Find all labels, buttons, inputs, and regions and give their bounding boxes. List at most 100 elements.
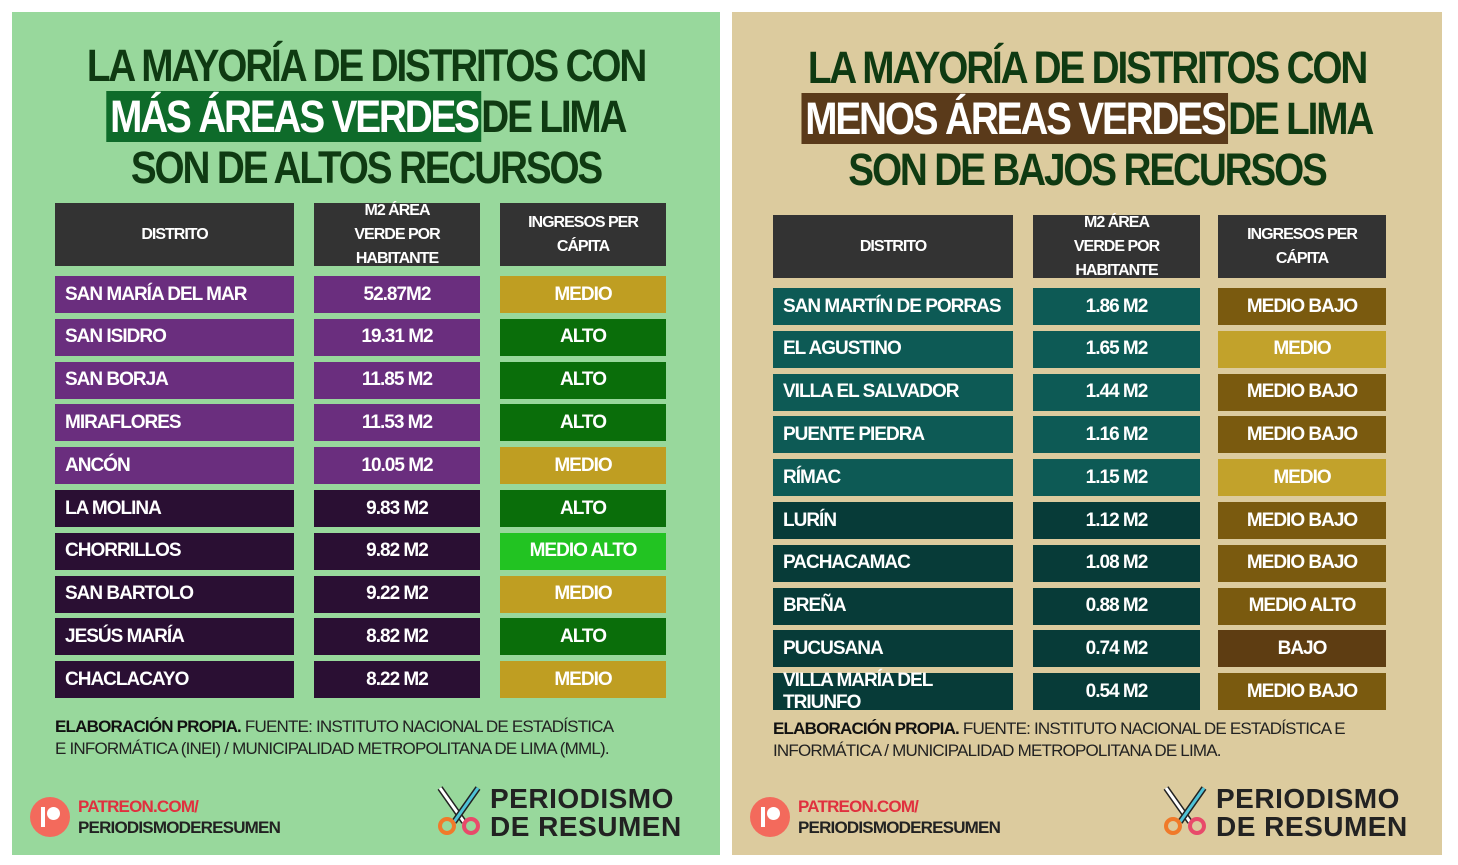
green-area-value: 52.87M2 [314, 276, 480, 313]
income-badge: MEDIO [1218, 459, 1386, 497]
income-badge: MEDIO BAJO [1218, 502, 1386, 539]
green-area-value: 1.44 M2 [1033, 373, 1200, 411]
green-area-value: 1.65 M2 [1033, 330, 1200, 368]
source-note: ELABORACIÓN PROPIA. FUENTE: INSTITUTO NA… [773, 718, 1346, 762]
district-name: BREÑA [773, 587, 1013, 625]
district-name: VILLA MARÍA DEL TRIUNFO [773, 670, 1013, 713]
income-badge: ALTO [500, 618, 666, 656]
district-name: VILLA EL SALVADOR [773, 373, 1013, 411]
income-badge: MEDIO BAJO [1218, 288, 1386, 325]
brand-logo: PERIODISMO DE RESUMEN [434, 784, 682, 841]
income-badge: ALTO [500, 490, 666, 527]
income-badge: MEDIO [500, 447, 666, 485]
left-infographic: LA MAYORÍA DE DISTRITOS CON MÁS ÁREAS VE… [12, 12, 720, 855]
income-badge: MEDIO [500, 661, 666, 699]
income-badge: MEDIO BAJO [1218, 373, 1386, 411]
income-badge: BAJO [1218, 630, 1386, 668]
income-badge: MEDIO ALTO [500, 532, 666, 570]
district-name: PACHACAMAC [773, 544, 1013, 582]
green-area-value: 19.31 M2 [314, 318, 480, 356]
green-area-value: 1.86 M2 [1033, 288, 1200, 325]
income-badge: ALTO [500, 361, 666, 399]
patreon-line-2: PERIODISMODERESUMEN [798, 818, 1001, 837]
patreon-link[interactable]: PATREON.COM/PERIODISMODERESUMEN [30, 796, 281, 838]
green-area-value: 8.22 M2 [314, 661, 480, 699]
green-area-value: 11.85 M2 [314, 361, 480, 399]
green-area-value: 9.22 M2 [314, 575, 480, 613]
header-m2: M2 ÁREA VERDE POR HABITANTE [314, 202, 480, 267]
district-name: PUENTE PIEDRA [773, 416, 1013, 454]
district-name: RÍMAC [773, 459, 1013, 497]
headline-line-1: LA MAYORÍA DE DISTRITOS CON [807, 42, 1368, 93]
headline-line-2: MENOS ÁREAS VERDESDE LIMA [782, 93, 1393, 144]
patreon-line-1: PATREON.COM/ [78, 797, 199, 816]
patreon-line-2: PERIODISMODERESUMEN [78, 818, 281, 837]
district-name: SAN BORJA [55, 361, 294, 399]
headline-line-2-rest: DE LIMA [1228, 93, 1374, 144]
income-badge: ALTO [500, 318, 666, 356]
header-ingresos: INGRESOS PER CÁPITA [500, 203, 666, 266]
patreon-link[interactable]: PATREON.COM/PERIODISMODERESUMEN [750, 796, 1001, 838]
district-name: LA MOLINA [55, 490, 294, 527]
income-badge: MEDIO [1218, 330, 1386, 368]
patreon-icon [750, 797, 790, 837]
scissors-icon [434, 784, 484, 841]
source-note-line-2: INFORMÁTICA / MUNICIPALIDAD METROPOLITAN… [773, 741, 1222, 760]
green-area-value: 1.15 M2 [1033, 459, 1200, 497]
income-badge: MEDIO BAJO [1218, 673, 1386, 711]
income-badge: MEDIO BAJO [1218, 416, 1386, 454]
green-area-value: 1.08 M2 [1033, 544, 1200, 582]
headline-line-3: SON DE ALTOS RECURSOS [130, 142, 603, 193]
source-note-line-1: FUENTE: INSTITUTO NACIONAL DE ESTADÍSTIC… [962, 719, 1346, 738]
headline: LA MAYORÍA DE DISTRITOS CON MENOS ÁREAS … [782, 42, 1393, 195]
header-ingresos: INGRESOS PER CÁPITA [1218, 215, 1386, 278]
brand-line-1: PERIODISMO [490, 782, 674, 814]
source-note-line-2: E INFORMÁTICA (INEI) / MUNICIPALIDAD MET… [55, 739, 610, 758]
green-area-value: 9.82 M2 [314, 532, 480, 570]
district-name: CHORRILLOS [55, 532, 294, 570]
district-name: SAN MARÍA DEL MAR [55, 276, 294, 313]
income-badge: MEDIO BAJO [1218, 544, 1386, 582]
income-badge: ALTO [500, 404, 666, 442]
green-area-value: 9.83 M2 [314, 490, 480, 527]
green-area-value: 1.12 M2 [1033, 502, 1200, 539]
income-badge: MEDIO [500, 276, 666, 313]
source-note-bold: ELABORACIÓN PROPIA. [773, 719, 960, 738]
headline-line-2: MÁS ÁREAS VERDESDE LIMA [62, 91, 671, 142]
source-note-line-1: FUENTE: INSTITUTO NACIONAL DE ESTADÍSTIC… [244, 717, 614, 736]
header-distrito: DISTRITO [55, 203, 294, 266]
source-note-bold: ELABORACIÓN PROPIA. [55, 717, 242, 736]
district-name: SAN BARTOLO [55, 575, 294, 613]
headline-line-2-rest: DE LIMA [481, 91, 627, 142]
headline-line-3: SON DE BAJOS RECURSOS [848, 144, 1328, 195]
district-name: SAN ISIDRO [55, 318, 294, 356]
header-m2: M2 ÁREA VERDE POR HABITANTE [1033, 214, 1200, 279]
scissors-icon [1160, 784, 1210, 841]
green-area-value: 0.74 M2 [1033, 630, 1200, 668]
brand-line-2: DE RESUMEN [490, 810, 682, 842]
green-area-value: 8.82 M2 [314, 618, 480, 656]
right-infographic: LA MAYORÍA DE DISTRITOS CON MENOS ÁREAS … [732, 12, 1442, 855]
patreon-line-1: PATREON.COM/ [798, 797, 919, 816]
green-area-value: 1.16 M2 [1033, 416, 1200, 454]
green-area-value: 0.54 M2 [1033, 673, 1200, 711]
source-note: ELABORACIÓN PROPIA. FUENTE: INSTITUTO NA… [55, 716, 614, 760]
brand-line-1: PERIODISMO [1216, 782, 1400, 814]
brand-line-2: DE RESUMEN [1216, 810, 1408, 842]
district-name: ANCÓN [55, 447, 294, 485]
district-name: PUCUSANA [773, 630, 1013, 668]
income-badge: MEDIO ALTO [1218, 587, 1386, 625]
headline-line-1: LA MAYORÍA DE DISTRITOS CON [86, 40, 647, 91]
district-name: EL AGUSTINO [773, 330, 1013, 368]
patreon-icon [30, 797, 70, 837]
green-area-value: 10.05 M2 [314, 447, 480, 485]
headline-highlight: MENOS ÁREAS VERDES [801, 93, 1229, 144]
headline: LA MAYORÍA DE DISTRITOS CON MÁS ÁREAS VE… [62, 40, 671, 193]
district-name: LURÍN [773, 502, 1013, 539]
green-area-value: 11.53 M2 [314, 404, 480, 442]
headline-highlight: MÁS ÁREAS VERDES [106, 91, 482, 142]
green-area-value: 0.88 M2 [1033, 587, 1200, 625]
income-badge: MEDIO [500, 575, 666, 613]
brand-logo: PERIODISMO DE RESUMEN [1160, 784, 1408, 841]
district-name: MIRAFLORES [55, 404, 294, 442]
